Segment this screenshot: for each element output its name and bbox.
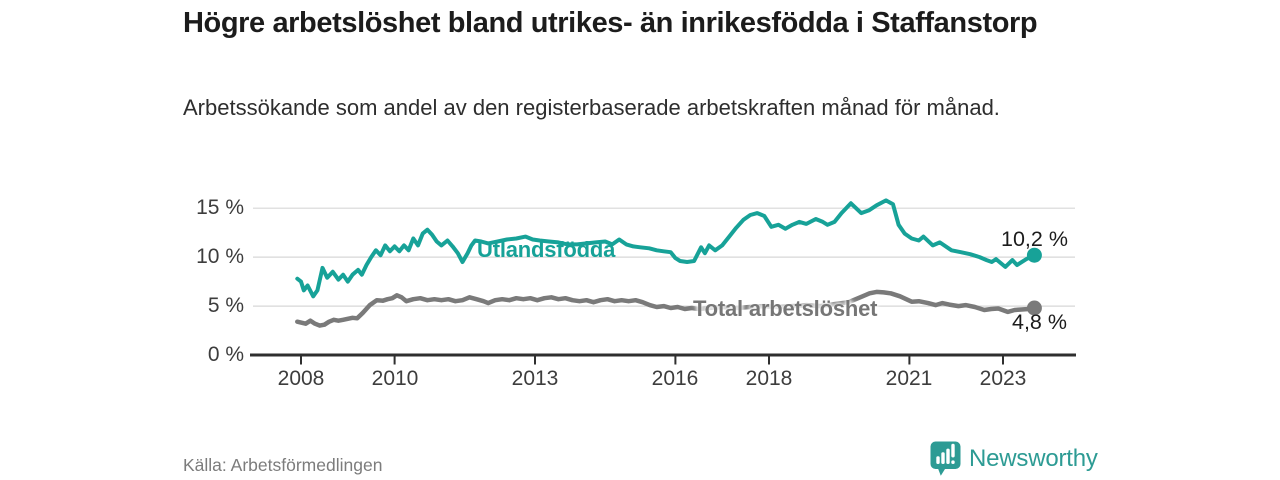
end-value-utlandsfodda: 10,2 %: [1001, 227, 1068, 251]
y-axis-label: 0 %: [207, 343, 244, 366]
end-value-total: 4,8 %: [1012, 310, 1067, 334]
series-line-total: [295, 289, 1037, 328]
x-axis-label: 2013: [511, 367, 559, 390]
y-axis-label: 5 %: [207, 294, 244, 317]
y-axis-label: 10 %: [196, 245, 244, 268]
series-label-total: Total arbetslöshet: [693, 296, 878, 321]
source-note: Källa: Arbetsförmedlingen: [183, 455, 383, 475]
series-line-utlandsfodda: [295, 198, 1037, 299]
x-axis-label: 2008: [277, 367, 325, 390]
x-axis-label: 2018: [745, 367, 793, 390]
chart-title: Högre arbetslöshet bland utrikes- än inr…: [183, 7, 1038, 39]
x-axis-label: 2023: [979, 367, 1027, 390]
chart-subtitle: Arbetssökande som andel av den registerb…: [183, 95, 1000, 120]
series-label-utlandsfodda: Utlandsfödda: [477, 237, 616, 262]
series-end-dot-utlandsfodda: [1026, 247, 1042, 263]
x-axis-label: 2021: [885, 367, 933, 390]
x-axis-label: 2016: [651, 367, 699, 390]
series-end-dot-total: [1026, 300, 1042, 316]
newsworthy-logo[interactable]: Newsworthy: [929, 440, 1098, 477]
x-axis-label: 2010: [371, 367, 419, 390]
newsworthy-icon: [930, 441, 961, 476]
y-axis-label: 15 %: [196, 196, 244, 219]
newsworthy-wordmark: Newsworthy: [969, 444, 1098, 472]
